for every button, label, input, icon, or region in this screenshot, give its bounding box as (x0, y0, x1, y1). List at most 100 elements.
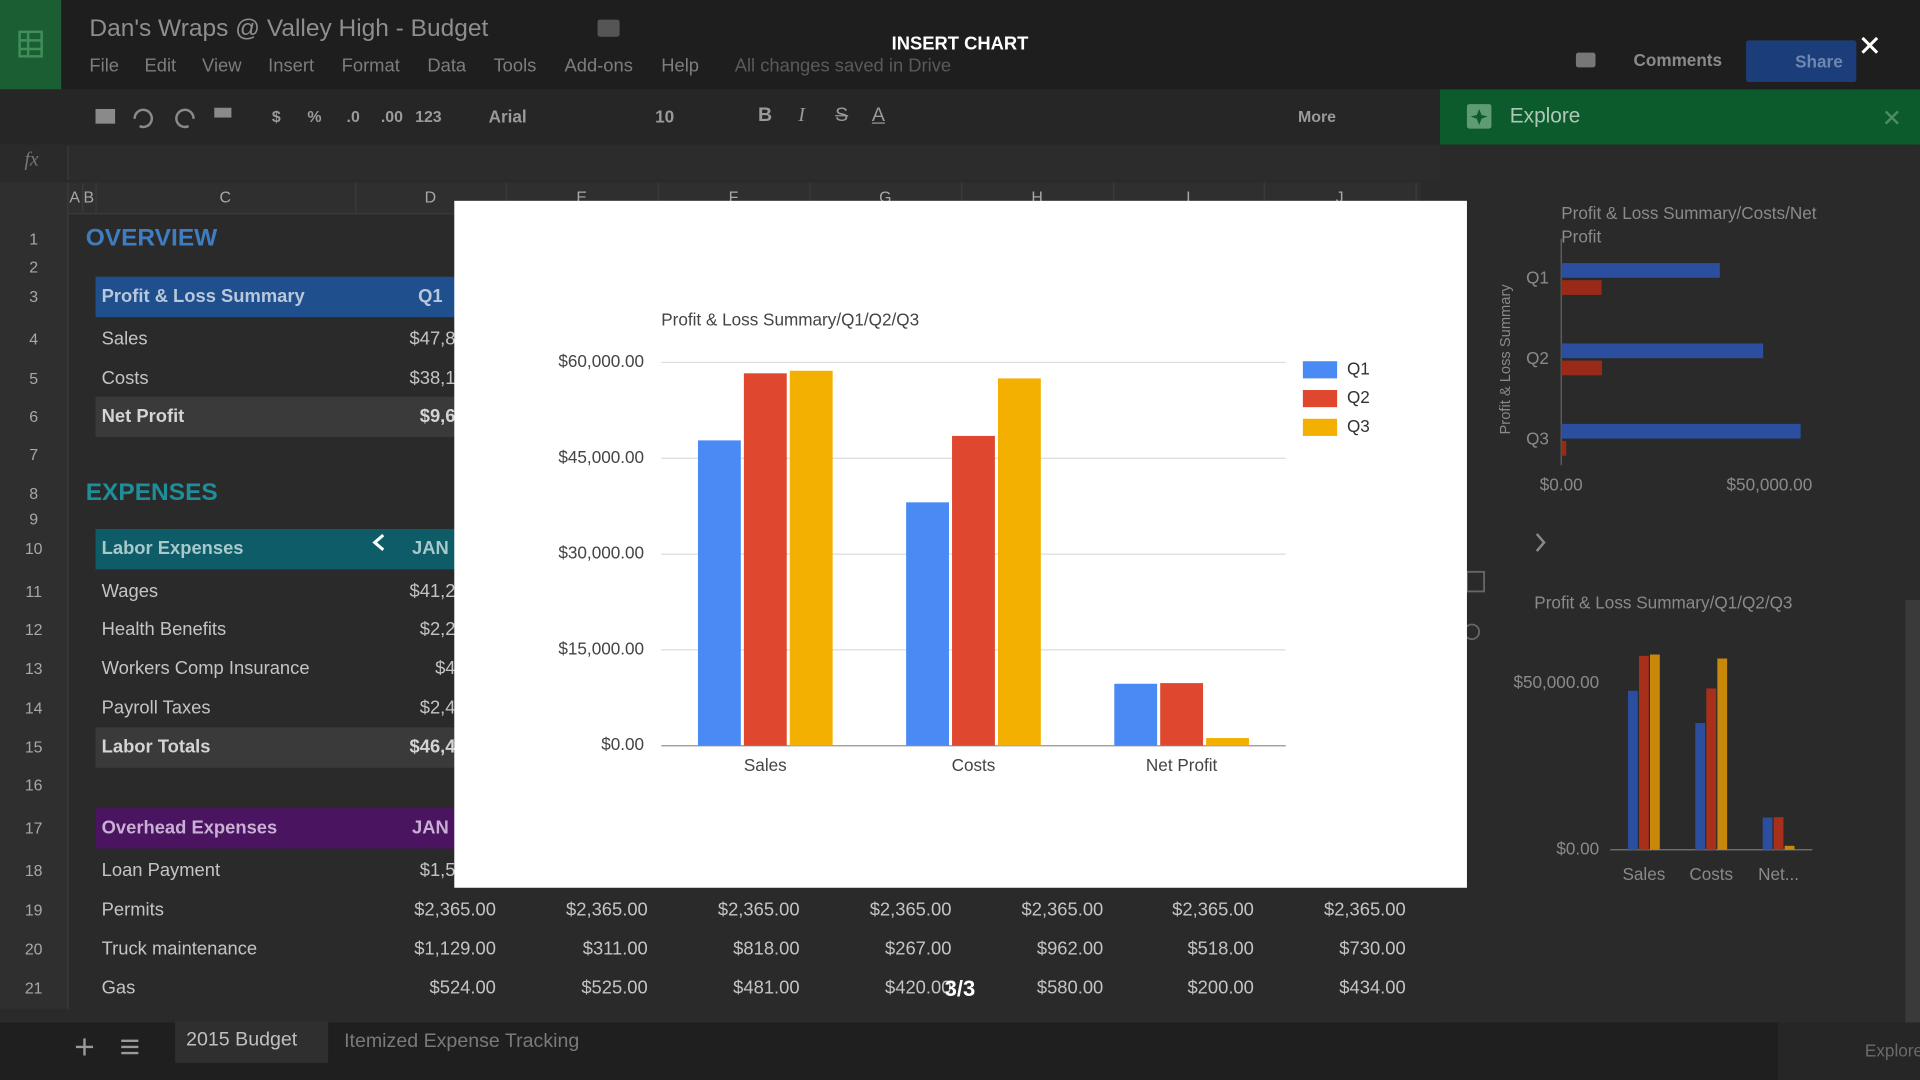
row-number[interactable]: 4 (29, 330, 39, 349)
column-header[interactable]: C (219, 187, 232, 207)
cell[interactable]: Net Profit (101, 405, 185, 427)
row-number[interactable]: 5 (29, 369, 39, 388)
column-header[interactable]: B (83, 187, 95, 207)
sheet-tab[interactable]: Itemized Expense Tracking (344, 1031, 580, 1052)
cell[interactable]: $580.00 (1036, 977, 1104, 999)
formula-input[interactable] (67, 145, 1442, 180)
cell[interactable]: $481.00 (733, 977, 800, 999)
cell[interactable]: OVERVIEW (85, 224, 218, 252)
app-logo[interactable] (0, 0, 62, 90)
cell[interactable]: Workers Comp Insurance (101, 658, 310, 679)
font-size-select[interactable]: 10 (655, 106, 675, 127)
active-tab[interactable] (175, 1021, 329, 1063)
cell[interactable]: $9,6 (419, 405, 456, 427)
menu-item[interactable]: Format (341, 55, 400, 77)
menu-item[interactable]: Add-ons (564, 55, 633, 77)
format-button[interactable]: I (798, 105, 805, 127)
column-header[interactable]: H (1031, 187, 1043, 207)
cell[interactable]: JAN (412, 817, 449, 839)
add-sheet[interactable] (75, 1038, 94, 1056)
cell[interactable]: $311.00 (582, 938, 648, 960)
cell[interactable]: $2,365.00 (566, 899, 648, 921)
cell[interactable]: $2,365.00 (869, 899, 952, 921)
dialog-close[interactable] (1861, 36, 1879, 54)
explore-next[interactable] (1535, 533, 1546, 552)
number-format-button[interactable]: % (307, 107, 322, 126)
column-header[interactable]: D (424, 187, 437, 207)
document-title[interactable]: Dan's Wraps @ Valley High - Budget (89, 15, 489, 43)
cell[interactable]: $518.00 (1187, 938, 1254, 960)
cell[interactable]: Sales (101, 328, 148, 350)
cell[interactable]: $2,365.00 (414, 899, 496, 921)
cell[interactable]: Loan Payment (101, 860, 221, 882)
menu-item[interactable]: Insert (268, 55, 315, 77)
font-select[interactable]: Arial (488, 106, 527, 127)
cell[interactable]: $524.00 (429, 977, 496, 999)
cell[interactable]: Overhead Expenses (101, 817, 278, 839)
cell[interactable]: $420.00 (885, 977, 952, 999)
comments-button[interactable]: Comments (1633, 50, 1723, 70)
cell[interactable]: $38,1 (409, 367, 456, 389)
row-number[interactable]: 2 (29, 257, 39, 277)
menu-item[interactable]: Data (427, 55, 467, 77)
cell[interactable]: Costs (101, 367, 149, 389)
row-number[interactable]: 11 (25, 582, 42, 601)
cell[interactable]: $46,4 (409, 736, 456, 758)
cell[interactable]: Q1 (418, 285, 443, 307)
row-number[interactable]: 6 (29, 407, 39, 426)
menu-item[interactable]: Help (661, 55, 700, 77)
cell[interactable]: $4 (435, 658, 456, 679)
cell[interactable]: $962.00 (1036, 938, 1104, 960)
all-sheets[interactable] (121, 1039, 139, 1055)
cell[interactable]: Labor Totals (101, 736, 211, 758)
undo-icon[interactable] (133, 108, 154, 129)
menu-item[interactable]: File (89, 55, 119, 77)
menu-item[interactable]: View (202, 55, 242, 77)
row-number[interactable]: 14 (24, 698, 43, 717)
chat-icon[interactable] (1575, 52, 1596, 68)
sheet-tab[interactable]: 2015 Budget (186, 1029, 298, 1051)
row-number[interactable]: 16 (24, 775, 43, 795)
format-button[interactable]: B (757, 105, 773, 127)
number-format-button[interactable]: .0 (346, 107, 360, 126)
cell[interactable]: Health Benefits (101, 618, 227, 640)
cell[interactable]: $267.00 (885, 938, 952, 960)
format-button[interactable]: A (871, 105, 885, 127)
number-format-button[interactable]: $ (271, 107, 281, 126)
cell[interactable]: Permits (101, 899, 164, 921)
row-number[interactable]: 10 (24, 539, 43, 558)
number-format-button[interactable]: 123 (415, 107, 442, 126)
row-number[interactable]: 18 (24, 861, 43, 880)
explore-chart-title[interactable]: Profit & Loss Summary/Q1/Q2/Q3 (1534, 592, 1793, 613)
cell[interactable]: $200.00 (1187, 977, 1254, 999)
format-button[interactable]: S (835, 105, 849, 127)
redo-icon[interactable] (175, 108, 195, 129)
share-button[interactable]: Share (1746, 40, 1857, 83)
cell[interactable]: $2,365.00 (717, 899, 800, 921)
cell[interactable]: $47,8 (409, 328, 456, 350)
menu-item[interactable]: Tools (493, 55, 537, 77)
more-button[interactable]: More (1297, 107, 1336, 126)
row-number[interactable]: 7 (29, 445, 39, 464)
column-header[interactable]: J (1335, 187, 1344, 207)
cell[interactable]: Labor Expenses (101, 538, 244, 559)
cell[interactable]: Truck maintenance (101, 938, 258, 960)
cell[interactable]: $1,5 (419, 860, 456, 882)
number-format-button[interactable]: .00 (380, 107, 403, 126)
cell[interactable]: $525.00 (581, 977, 648, 999)
row-number[interactable]: 13 (24, 659, 43, 678)
cell[interactable]: JAN (412, 538, 449, 559)
cell[interactable]: $818.00 (733, 938, 800, 960)
cell[interactable]: EXPENSES (85, 479, 218, 507)
row-number[interactable]: 21 (24, 978, 43, 998)
row-number[interactable]: 15 (24, 737, 43, 757)
cell[interactable]: $2,365.00 (1323, 899, 1406, 921)
cell[interactable]: Wages (101, 581, 159, 602)
menu-item[interactable]: Edit (144, 55, 177, 77)
row-number[interactable]: 1 (29, 229, 39, 248)
cell[interactable]: $730.00 (1339, 938, 1406, 960)
cell[interactable]: Payroll Taxes (101, 697, 211, 719)
paint-format-icon[interactable] (214, 107, 232, 118)
cell[interactable]: Profit & Loss Summary (101, 285, 305, 307)
row-number[interactable]: 19 (24, 900, 43, 919)
